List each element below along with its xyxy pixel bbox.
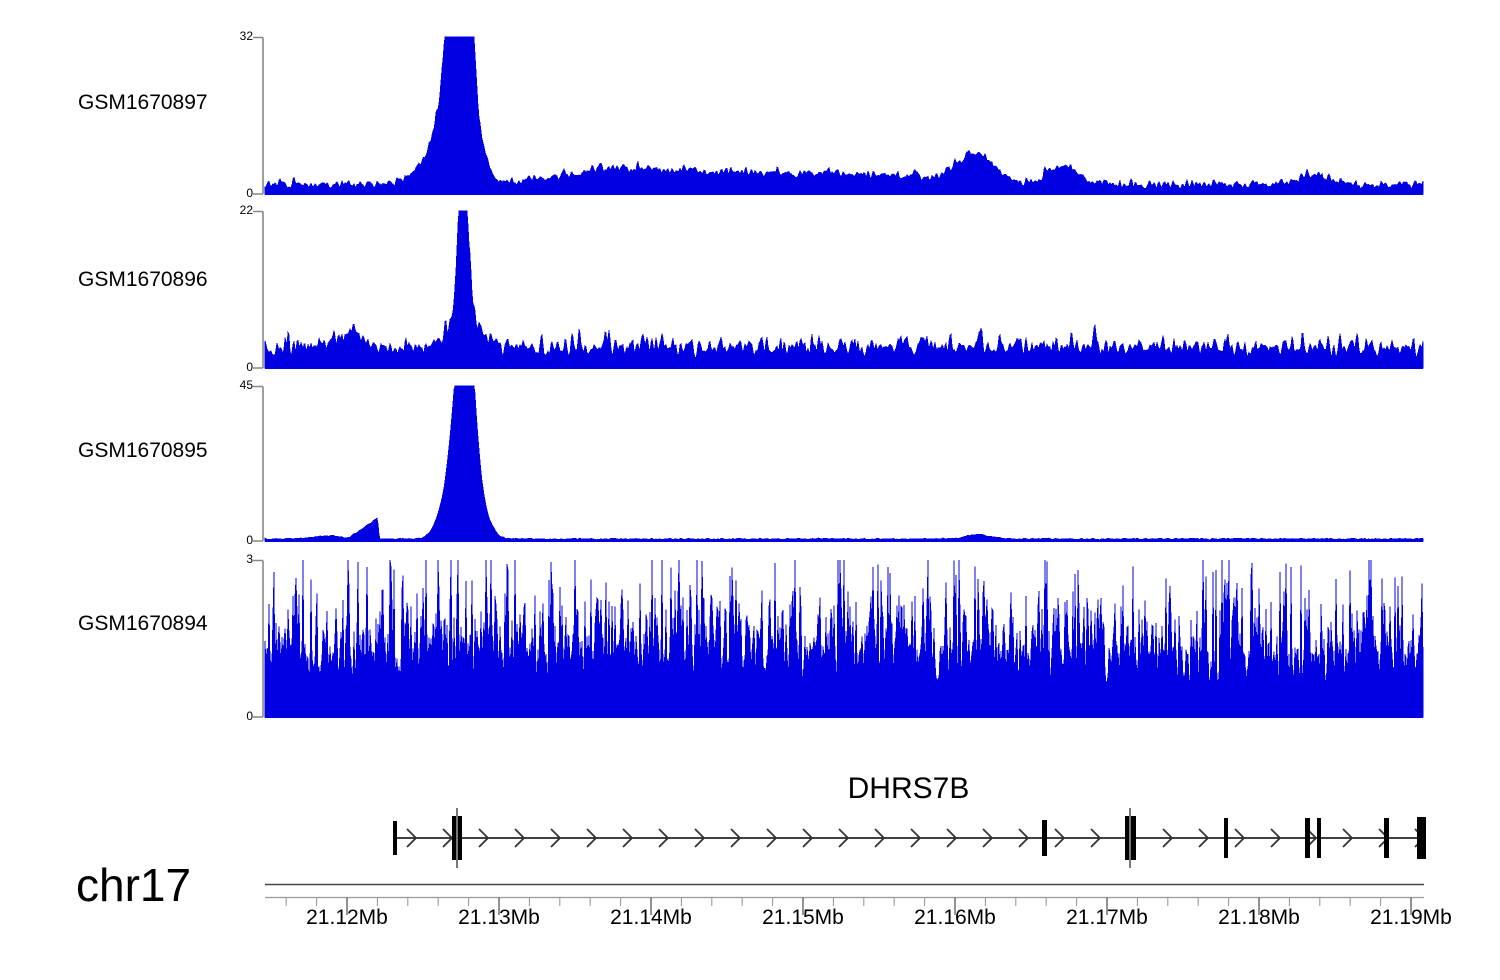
y-axis-max-GSM1670897: 32 [239,29,253,43]
strand-arrow-icon [1342,828,1354,848]
strand-arrow-icon [406,828,418,848]
strand-arrow-icon [802,828,814,848]
gene-model-track[interactable] [0,800,1500,880]
axis-tick-label-1: 21.12Mb [306,906,388,929]
y-axis-min-GSM1670896: 0 [246,360,253,374]
strand-arrow-icon [514,828,526,848]
strand-arrow-icon [550,828,562,848]
strand-arrow-icon [838,828,850,848]
chromosome-label: chr17 [76,859,192,911]
coverage-plot-GSM1670894 [253,559,1424,718]
strand-arrow-icon [1270,828,1282,848]
coverage-area [264,385,1424,542]
coverage-plot-GSM1670896 [253,210,1424,369]
strand-arrow-icon [1162,828,1174,848]
strand-arrow-icon [766,828,778,848]
axis-tick-label-5: 21.16Mb [914,906,996,929]
axis-tick-label-2: 21.13Mb [458,906,540,929]
exon-block-6 [1305,818,1310,858]
coverage-area [264,559,1424,718]
y-axis-bracket [253,36,264,195]
strand-arrow-icon [1234,828,1246,848]
coverage-plot-GSM1670897 [253,36,1424,195]
y-axis-min-GSM1670894: 0 [246,709,253,723]
strand-arrow-icon [1054,828,1066,848]
y-axis-min-GSM1670895: 0 [246,533,253,547]
axis-tick-label-6: 21.17Mb [1066,906,1148,929]
strand-arrow-icon [730,828,742,848]
y-axis-bracket [253,210,264,369]
strand-arrow-icon [982,828,994,848]
exon-block-5 [1224,818,1228,858]
strand-arrow-icon [478,828,490,848]
coordinate-axis[interactable] [0,878,1500,918]
y-axis-max-GSM1670896: 22 [239,203,253,217]
axis-tick-label-7: 21.18Mb [1218,906,1300,929]
strand-arrow-icon [1090,828,1102,848]
y-axis-min-GSM1670897: 0 [246,186,253,200]
exon-block-9 [1417,817,1426,859]
track-label-GSM1670894: GSM1670894 [78,612,208,635]
axis-tick-label-4: 21.15Mb [762,906,844,929]
strand-arrow-icon [586,828,598,848]
axis-tick-label-8: 21.19Mb [1370,906,1452,929]
axis-tick-label-3: 21.14Mb [610,906,692,929]
exon-block-3 [1042,820,1047,856]
y-axis-max-GSM1670894: 3 [246,552,253,566]
strand-arrow-icon [910,828,922,848]
coverage-area [264,36,1424,195]
coverage-area [264,210,1424,369]
strand-arrow-icon [658,828,670,848]
strand-arrow-icon [946,828,958,848]
strand-arrow-icon [1018,828,1030,848]
coverage-plot-GSM1670895 [253,385,1424,542]
strand-arrow-icon [694,828,706,848]
track-label-GSM1670896: GSM1670896 [78,268,208,291]
track-label-GSM1670895: GSM1670895 [78,439,208,462]
gene-name-label: DHRS7B [847,772,970,805]
strand-arrow-icon [622,828,634,848]
exon-block-1 [393,821,397,855]
y-axis-bracket [253,385,264,542]
exon-block-7 [1317,818,1321,858]
y-axis-max-GSM1670895: 45 [239,378,253,392]
track-label-GSM1670897: GSM1670897 [78,91,208,114]
strand-arrow-icon [874,828,886,848]
y-axis-bracket [253,559,264,718]
exon-block-8 [1384,818,1389,858]
strand-arrow-icon [1198,828,1210,848]
